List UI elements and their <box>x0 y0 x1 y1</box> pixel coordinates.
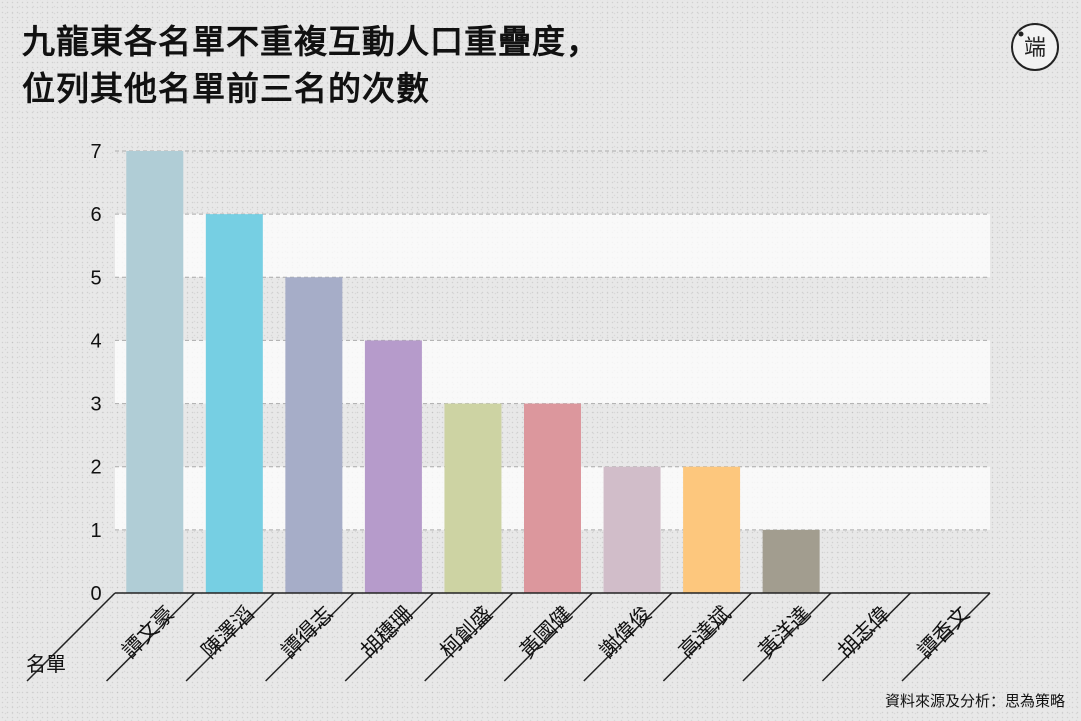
bar-黃國健 <box>524 403 581 593</box>
bar-高達斌 <box>683 466 741 593</box>
x-tick-separator <box>424 592 514 682</box>
x-tick-separator <box>742 592 832 682</box>
x-axis-title: 名單 <box>26 652 66 676</box>
x-category-label: 謝偉俊 <box>595 602 657 664</box>
y-axis-ticks: 0 1 2 3 4 5 6 7 <box>90 141 101 605</box>
y-tick-label: 1 <box>90 520 101 542</box>
x-tick-separator <box>185 592 275 682</box>
bar-柯創盛 <box>444 403 502 593</box>
x-tick-separator <box>503 592 593 682</box>
x-tick-separator <box>662 592 752 682</box>
logo-text: 端 <box>1024 36 1046 61</box>
x-tick-separator <box>583 592 673 682</box>
y-tick-label: 5 <box>90 267 101 289</box>
y-tick-label: 0 <box>90 583 101 605</box>
bar-譚得志 <box>285 277 343 593</box>
title-line-2: 位列其他名單前三名的次數 <box>22 69 430 108</box>
bars <box>126 151 979 593</box>
bar-陳澤滔 <box>205 214 263 593</box>
title-line-1: 九龍東各名單不重複互動人口重疊度， <box>22 22 600 61</box>
x-category-label: 譚文豪 <box>117 602 179 664</box>
chart-title: 九龍東各名單不重複互動人口重疊度， 位列其他名單前三名的次數 <box>22 18 600 112</box>
bar-胡穗珊 <box>364 340 422 593</box>
y-tick-label: 4 <box>90 330 101 352</box>
source-note: 資料來源及分析：思為策略 <box>884 692 1065 710</box>
x-category-label: 胡志偉 <box>833 602 895 664</box>
y-tick-label: 3 <box>90 394 101 416</box>
y-tick-label: 6 <box>90 204 101 226</box>
x-category-label: 陳澤滔 <box>197 602 259 664</box>
x-tick-separator <box>901 592 991 682</box>
bar-譚文豪 <box>126 151 184 593</box>
x-category-label: 譚得志 <box>276 602 338 664</box>
y-tick-label: 7 <box>90 141 101 163</box>
x-category-label: 胡穗珊 <box>356 602 418 664</box>
x-axis-labels: 譚文豪 陳澤滔 譚得志 胡穗珊 柯創盛 黃國健 謝偉俊 高達斌 黃洋達 胡志偉 譚香文 <box>117 602 974 664</box>
x-category-label: 柯創盛 <box>435 602 497 664</box>
x-tick-separator <box>821 592 911 682</box>
bar-黃洋達 <box>762 529 820 593</box>
x-tick-separator <box>26 592 116 682</box>
x-category-label: 高達斌 <box>674 602 736 664</box>
x-tick-separator <box>344 592 434 682</box>
logo-icon: 端 <box>1011 23 1059 71</box>
x-axis <box>26 592 991 682</box>
brand-logo: 端 <box>1010 22 1060 72</box>
x-tick-separator <box>106 592 196 682</box>
x-category-label: 黃洋達 <box>754 602 816 664</box>
x-category-label: 譚香文 <box>913 602 975 664</box>
x-category-label: 黃國健 <box>515 602 577 664</box>
bar-謝偉俊 <box>603 466 661 593</box>
x-tick-separator <box>265 592 355 682</box>
y-tick-label: 2 <box>90 457 101 479</box>
